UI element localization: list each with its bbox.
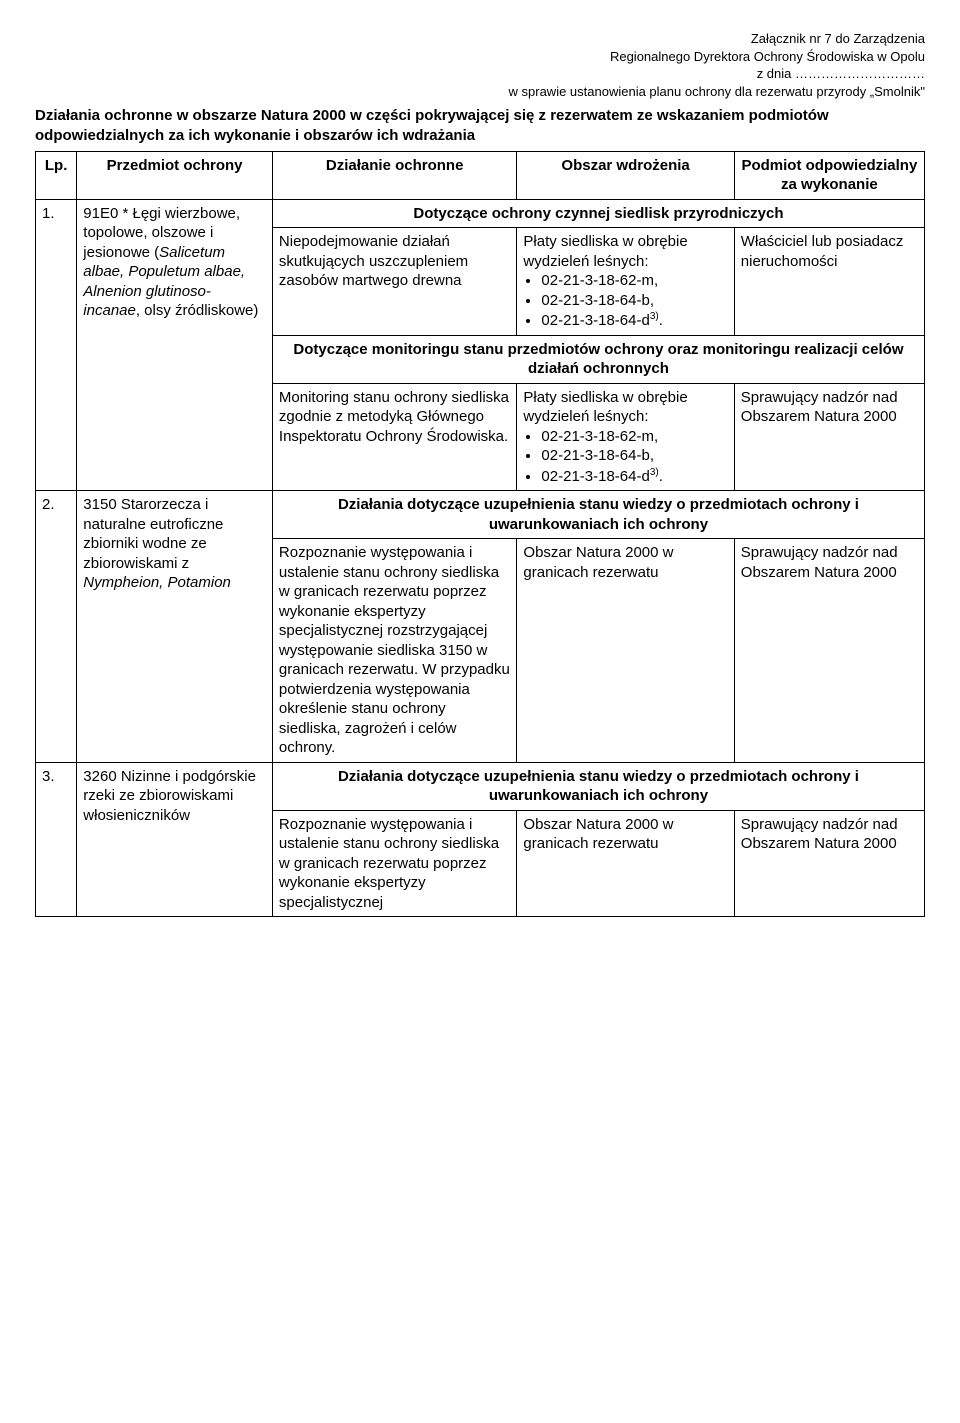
header-line-1: Załącznik nr 7 do Zarządzenia: [35, 30, 925, 48]
subject-cell: 3260 Nizinne i podgórskie rzeki ze zbior…: [77, 762, 273, 917]
section-heading: Działania dotyczące uzupełnienia stanu w…: [272, 491, 924, 539]
area-cell: Płaty siedliska w obrębie wydzieleń leśn…: [517, 228, 734, 336]
list-item: 02-21-3-18-64-b,: [541, 446, 727, 466]
responsible-cell: Sprawujący nadzór nad Obszarem Natura 20…: [734, 383, 924, 491]
subject-text-pre: 3150 Starorzecza i naturalne eutroficzne…: [83, 496, 223, 572]
th-subject: Przedmiot ochrony: [77, 151, 273, 199]
list-item: 02-21-3-18-62-m,: [541, 427, 727, 447]
header-block: Załącznik nr 7 do Zarządzenia Regionalne…: [35, 30, 925, 100]
action-cell: Rozpoznanie występowania i ustalenie sta…: [272, 810, 517, 917]
area-cell: Płaty siedliska w obrębie wydzieleń leśn…: [517, 383, 734, 491]
table-header-row: Lp. Przedmiot ochrony Działanie ochronne…: [36, 151, 925, 199]
section-heading: Dotyczące monitoringu stanu przedmiotów …: [272, 335, 924, 383]
subject-cell: 91E0 * Łęgi wierzbowe, topolowe, olszowe…: [77, 199, 273, 491]
responsible-cell: Właściciel lub posiadacz nieruchomości: [734, 228, 924, 336]
action-cell: Rozpoznanie występowania i ustalenie sta…: [272, 539, 517, 763]
list-item: 02-21-3-18-64-b,: [541, 291, 727, 311]
lp-cell: 2.: [36, 491, 77, 763]
section-heading: Działania dotyczące uzupełnienia stanu w…: [272, 762, 924, 810]
responsible-cell: Sprawujący nadzór nad Obszarem Natura 20…: [734, 810, 924, 917]
table-row: 1. 91E0 * Łęgi wierzbowe, topolowe, olsz…: [36, 199, 925, 228]
header-line-3: z dnia …………………………: [35, 65, 925, 83]
subject-text-italic: Nympheion, Potamion: [83, 574, 231, 591]
action-cell: Monitoring stanu ochrony siedliska zgodn…: [272, 383, 517, 491]
table-row: 3. 3260 Nizinne i podgórskie rzeki ze zb…: [36, 762, 925, 810]
th-lp: Lp.: [36, 151, 77, 199]
responsible-cell: Sprawujący nadzór nad Obszarem Natura 20…: [734, 539, 924, 763]
area-list: 02-21-3-18-62-m, 02-21-3-18-64-b, 02-21-…: [523, 271, 727, 331]
area-intro: Płaty siedliska w obrębie wydzieleń leśn…: [523, 232, 727, 271]
th-responsible: Podmiot odpowiedzialny za wykonanie: [734, 151, 924, 199]
area-intro: Płaty siedliska w obrębie wydzieleń leśn…: [523, 388, 727, 427]
list-item: 02-21-3-18-64-d3).: [541, 466, 727, 487]
action-cell: Niepodejmowanie działań skutkujących usz…: [272, 228, 517, 336]
subject-text-post: , olsy źródliskowe): [136, 302, 259, 319]
lp-cell: 3.: [36, 762, 77, 917]
th-action: Działanie ochronne: [272, 151, 517, 199]
lp-cell: 1.: [36, 199, 77, 491]
table-row: 2. 3150 Starorzecza i naturalne eutrofic…: [36, 491, 925, 539]
area-cell: Obszar Natura 2000 w granicach rezerwatu: [517, 810, 734, 917]
header-line-2: Regionalnego Dyrektora Ochrony Środowisk…: [35, 48, 925, 66]
th-area: Obszar wdrożenia: [517, 151, 734, 199]
list-item: 02-21-3-18-64-d3).: [541, 310, 727, 331]
intro-paragraph: Działania ochronne w obszarze Natura 200…: [35, 106, 925, 147]
section-heading: Dotyczące ochrony czynnej siedlisk przyr…: [272, 199, 924, 228]
subject-cell: 3150 Starorzecza i naturalne eutroficzne…: [77, 491, 273, 763]
actions-table: Lp. Przedmiot ochrony Działanie ochronne…: [35, 151, 925, 918]
area-cell: Obszar Natura 2000 w granicach rezerwatu: [517, 539, 734, 763]
list-item: 02-21-3-18-62-m,: [541, 271, 727, 291]
area-list: 02-21-3-18-62-m, 02-21-3-18-64-b, 02-21-…: [523, 427, 727, 487]
header-line-4: w sprawie ustanowienia planu ochrony dla…: [35, 83, 925, 101]
